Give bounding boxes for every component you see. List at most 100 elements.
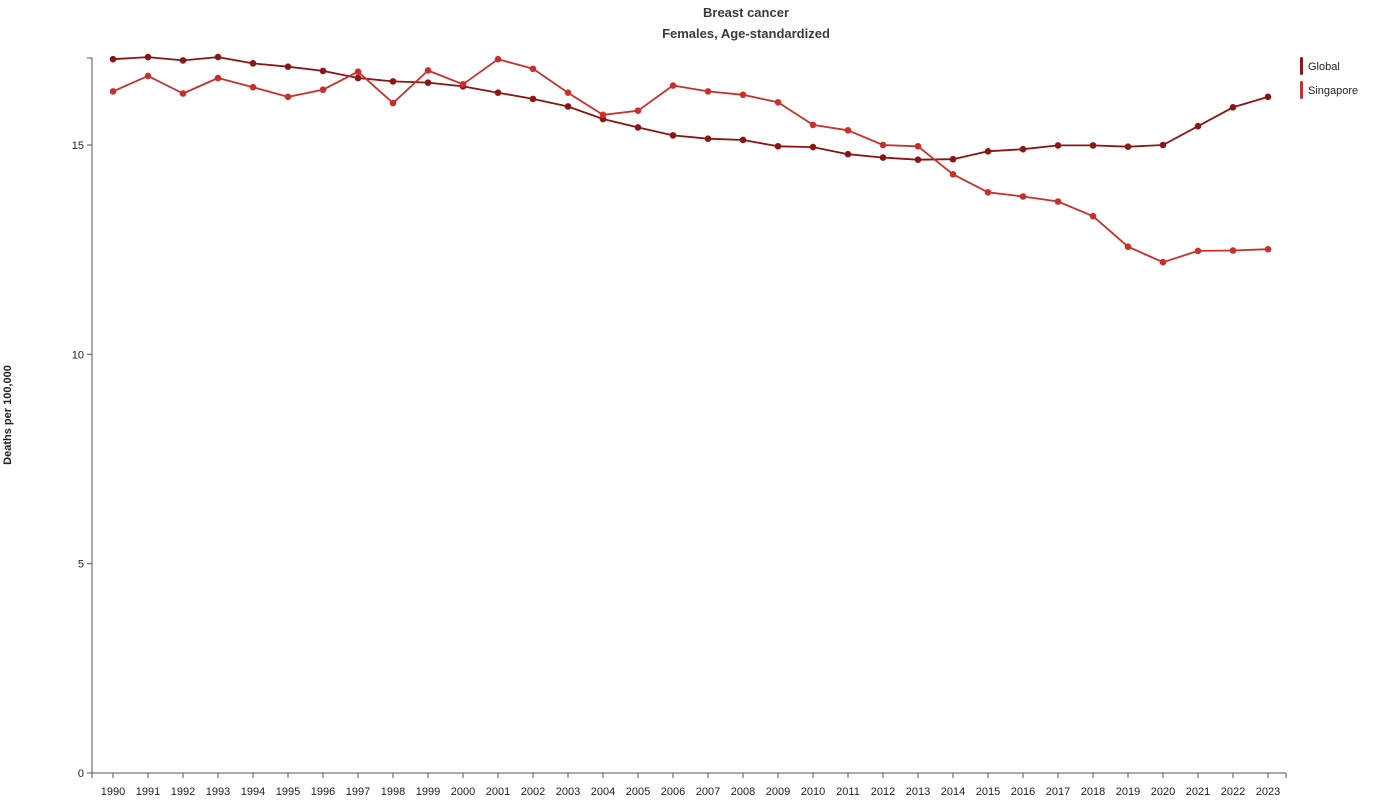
x-tick-label: 2000 — [451, 786, 475, 798]
data-point-global[interactable] — [1229, 104, 1237, 111]
data-point-singapore[interactable] — [1054, 198, 1062, 205]
x-tick-label: 1998 — [381, 786, 405, 798]
data-point-global[interactable] — [704, 135, 712, 143]
x-tick-label: 1992 — [171, 786, 195, 798]
x-tick-label: 2006 — [661, 786, 685, 798]
data-point-singapore[interactable] — [424, 67, 432, 74]
data-point-global[interactable] — [984, 147, 992, 155]
data-point-global[interactable] — [354, 74, 362, 82]
data-point-singapore[interactable] — [949, 171, 957, 178]
series-line-singapore — [112, 58, 1269, 264]
data-point-singapore[interactable] — [459, 80, 467, 88]
data-point-global[interactable] — [319, 67, 327, 75]
chart-subtitle: Females, Age-standardized — [662, 26, 830, 41]
x-tick-label: 1997 — [346, 786, 370, 798]
data-point-global[interactable] — [249, 60, 257, 67]
data-point-global[interactable] — [214, 53, 222, 61]
data-point-global[interactable] — [1159, 141, 1167, 149]
data-point-singapore[interactable] — [284, 93, 292, 101]
data-point-global[interactable] — [179, 57, 187, 64]
data-point-global[interactable] — [774, 142, 782, 150]
data-point-singapore[interactable] — [1124, 243, 1132, 251]
x-tick-label: 2014 — [941, 786, 965, 798]
data-point-singapore[interactable] — [249, 83, 257, 91]
data-point-singapore[interactable] — [774, 98, 782, 106]
data-point-global[interactable] — [389, 78, 397, 85]
legend-swatch — [1300, 57, 1303, 75]
data-point-singapore[interactable] — [494, 55, 502, 63]
x-tick-label: 1999 — [416, 786, 440, 798]
y-axis-ticks: 0 5 10 15 — [72, 140, 92, 780]
x-tick-label: 2023 — [1256, 786, 1280, 798]
y-tick-label: 0 — [78, 768, 84, 780]
data-point-global[interactable] — [1124, 143, 1132, 150]
x-tick-label: 2020 — [1151, 786, 1175, 798]
y-tick-label: 15 — [72, 140, 84, 152]
data-point-singapore[interactable] — [1089, 212, 1097, 220]
data-point-singapore[interactable] — [144, 72, 152, 80]
data-point-singapore[interactable] — [879, 141, 887, 149]
data-point-global[interactable] — [1089, 142, 1097, 149]
x-tick-label: 1996 — [311, 786, 335, 798]
data-point-global[interactable] — [634, 124, 642, 131]
data-point-singapore[interactable] — [389, 99, 397, 107]
y-tick-label: 10 — [72, 349, 84, 361]
data-point-global[interactable] — [109, 55, 117, 63]
x-tick-label: 1991 — [136, 786, 160, 798]
data-point-global[interactable] — [949, 155, 957, 163]
y-tick-label: 5 — [78, 559, 84, 571]
data-point-singapore[interactable] — [109, 88, 117, 95]
data-point-global[interactable] — [564, 103, 572, 110]
data-point-singapore[interactable] — [844, 127, 852, 134]
data-point-singapore[interactable] — [529, 65, 537, 73]
data-point-singapore[interactable] — [1019, 193, 1027, 200]
data-point-singapore[interactable] — [634, 107, 642, 114]
data-point-global[interactable] — [914, 156, 922, 163]
data-point-global[interactable] — [1264, 93, 1272, 101]
legend-item-global[interactable]: Global — [1300, 57, 1340, 75]
data-point-singapore[interactable] — [704, 88, 712, 95]
data-point-global[interactable] — [809, 143, 817, 151]
series-line-global — [112, 56, 1269, 161]
data-point-singapore[interactable] — [1229, 247, 1237, 254]
legend-label: Global — [1308, 61, 1340, 73]
data-point-singapore[interactable] — [214, 74, 222, 82]
x-tick-label: 2002 — [521, 786, 545, 798]
x-tick-label: 2010 — [801, 786, 825, 798]
data-point-singapore[interactable] — [1264, 245, 1272, 253]
data-point-global[interactable] — [1019, 145, 1027, 153]
x-tick-label: 2022 — [1221, 786, 1245, 798]
x-tick-label: 2004 — [591, 786, 615, 798]
x-tick-label: 2018 — [1081, 786, 1105, 798]
data-point-singapore[interactable] — [564, 89, 572, 96]
series-layer — [109, 53, 1272, 266]
data-point-global[interactable] — [669, 132, 677, 139]
data-point-global[interactable] — [144, 53, 152, 61]
data-point-singapore[interactable] — [599, 111, 607, 119]
data-point-singapore[interactable] — [984, 189, 992, 196]
data-point-global[interactable] — [529, 95, 537, 103]
data-point-global[interactable] — [284, 63, 292, 71]
data-point-global[interactable] — [739, 136, 747, 144]
data-point-singapore[interactable] — [669, 82, 677, 89]
data-point-singapore[interactable] — [354, 68, 362, 76]
data-point-global[interactable] — [1054, 142, 1062, 149]
data-point-singapore[interactable] — [914, 142, 922, 150]
data-point-global[interactable] — [844, 150, 852, 158]
x-tick-label: 2019 — [1116, 786, 1140, 798]
data-point-singapore[interactable] — [1194, 247, 1202, 255]
data-point-singapore[interactable] — [179, 90, 187, 97]
x-tick-label: 2017 — [1046, 786, 1070, 798]
data-point-singapore[interactable] — [319, 86, 327, 94]
data-point-singapore[interactable] — [739, 91, 747, 99]
data-point-global[interactable] — [879, 154, 887, 161]
legend-item-singapore[interactable]: Singapore — [1300, 81, 1358, 99]
data-point-global[interactable] — [1194, 122, 1202, 130]
data-point-singapore[interactable] — [1159, 258, 1167, 266]
x-tick-label: 2008 — [731, 786, 755, 798]
x-tick-label: 2007 — [696, 786, 720, 798]
x-tick-label: 2005 — [626, 786, 650, 798]
data-point-singapore[interactable] — [809, 121, 817, 129]
data-point-global[interactable] — [494, 89, 502, 96]
data-point-global[interactable] — [424, 79, 432, 86]
